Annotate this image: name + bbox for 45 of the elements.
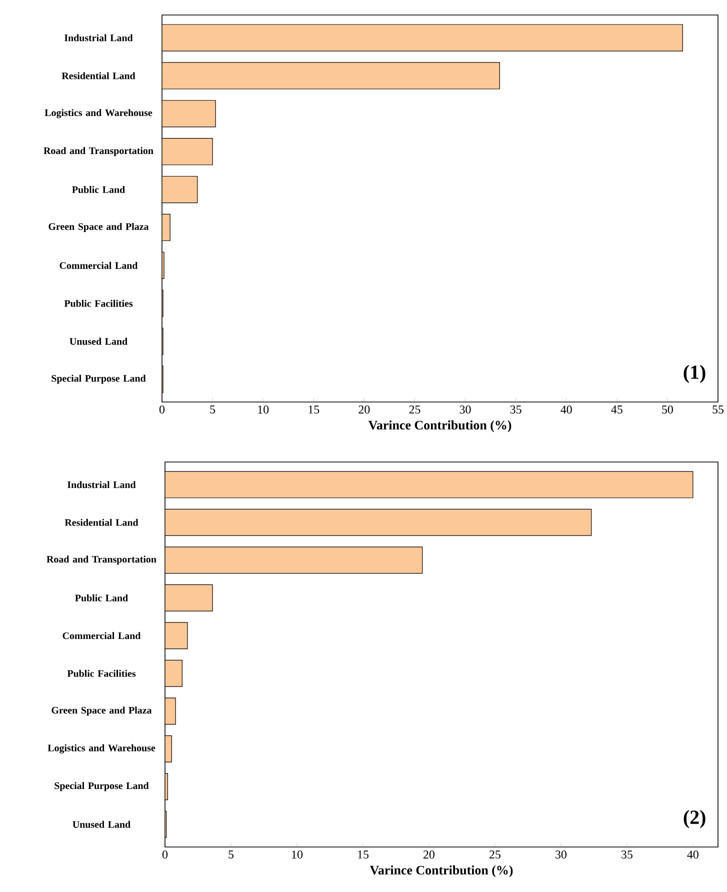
x-tick-label: 5: [228, 850, 234, 858]
x-tick-label: 20: [423, 850, 434, 859]
x-tick-label: 0: [159, 406, 164, 414]
y-tick-label: Unused Land: [70, 338, 128, 345]
y-tick-label: Commercial Land: [60, 262, 138, 269]
x-tick-label: 0: [162, 850, 168, 859]
y-tick-label: Green Space and Plaza: [52, 706, 152, 716]
x-tick-label: 55: [712, 406, 724, 414]
x-tick-label: 10: [292, 850, 302, 859]
y-tick-label: Residential Land: [62, 72, 136, 80]
y-tick-label: Special Purpose Land: [52, 374, 146, 384]
x-axis-title: Varince Contribution (%): [370, 865, 513, 878]
x-tick-label: 15: [308, 406, 320, 414]
y-tick-label: Public Facilities: [67, 670, 136, 677]
x-tick-label: 40: [560, 406, 572, 414]
y-tick-label: Special Purpose Land: [54, 782, 149, 792]
y-tick-label: Logistics and Warehouse: [44, 109, 152, 118]
x-tick-label: 45: [611, 406, 622, 414]
y-tick-label: Road and Transportation: [44, 147, 154, 156]
x-tick-label: 10: [258, 406, 268, 414]
y-tick-label: Green Space and Plaza: [48, 222, 148, 232]
y-tick-label: Industrial Land: [64, 34, 133, 42]
x-axis-title: Varince Contribution (%): [368, 420, 511, 432]
x-tick-label: 30: [555, 850, 566, 859]
y-tick-label: Public Land: [74, 594, 128, 602]
y-tick-label: Unused Land: [72, 820, 130, 828]
y-tick-label: Industrial Land: [67, 481, 136, 488]
x-tick-label: 25: [489, 850, 500, 859]
x-tick-label: 35: [510, 406, 522, 414]
y-tick-label: Residential Land: [64, 518, 138, 526]
x-tick-label: 20: [358, 406, 370, 414]
y-tick-label: Road and Transportation: [46, 556, 156, 565]
x-tick-label: 30: [460, 406, 471, 414]
x-tick-label: 15: [358, 850, 368, 859]
x-tick-label: 40: [687, 850, 698, 859]
x-tick-label: 35: [621, 850, 632, 859]
y-tick-label: Commercial Land: [62, 632, 140, 640]
annotation: (1): [684, 364, 706, 383]
y-tick-label: Public Facilities: [64, 300, 132, 307]
x-tick-label: 50: [662, 406, 673, 414]
annotation: (2): [684, 810, 706, 828]
x-tick-label: 25: [409, 406, 420, 414]
x-tick-label: 5: [210, 406, 215, 414]
y-tick-label: Logistics and Warehouse: [48, 744, 155, 754]
y-tick-label: Public Land: [72, 186, 125, 194]
